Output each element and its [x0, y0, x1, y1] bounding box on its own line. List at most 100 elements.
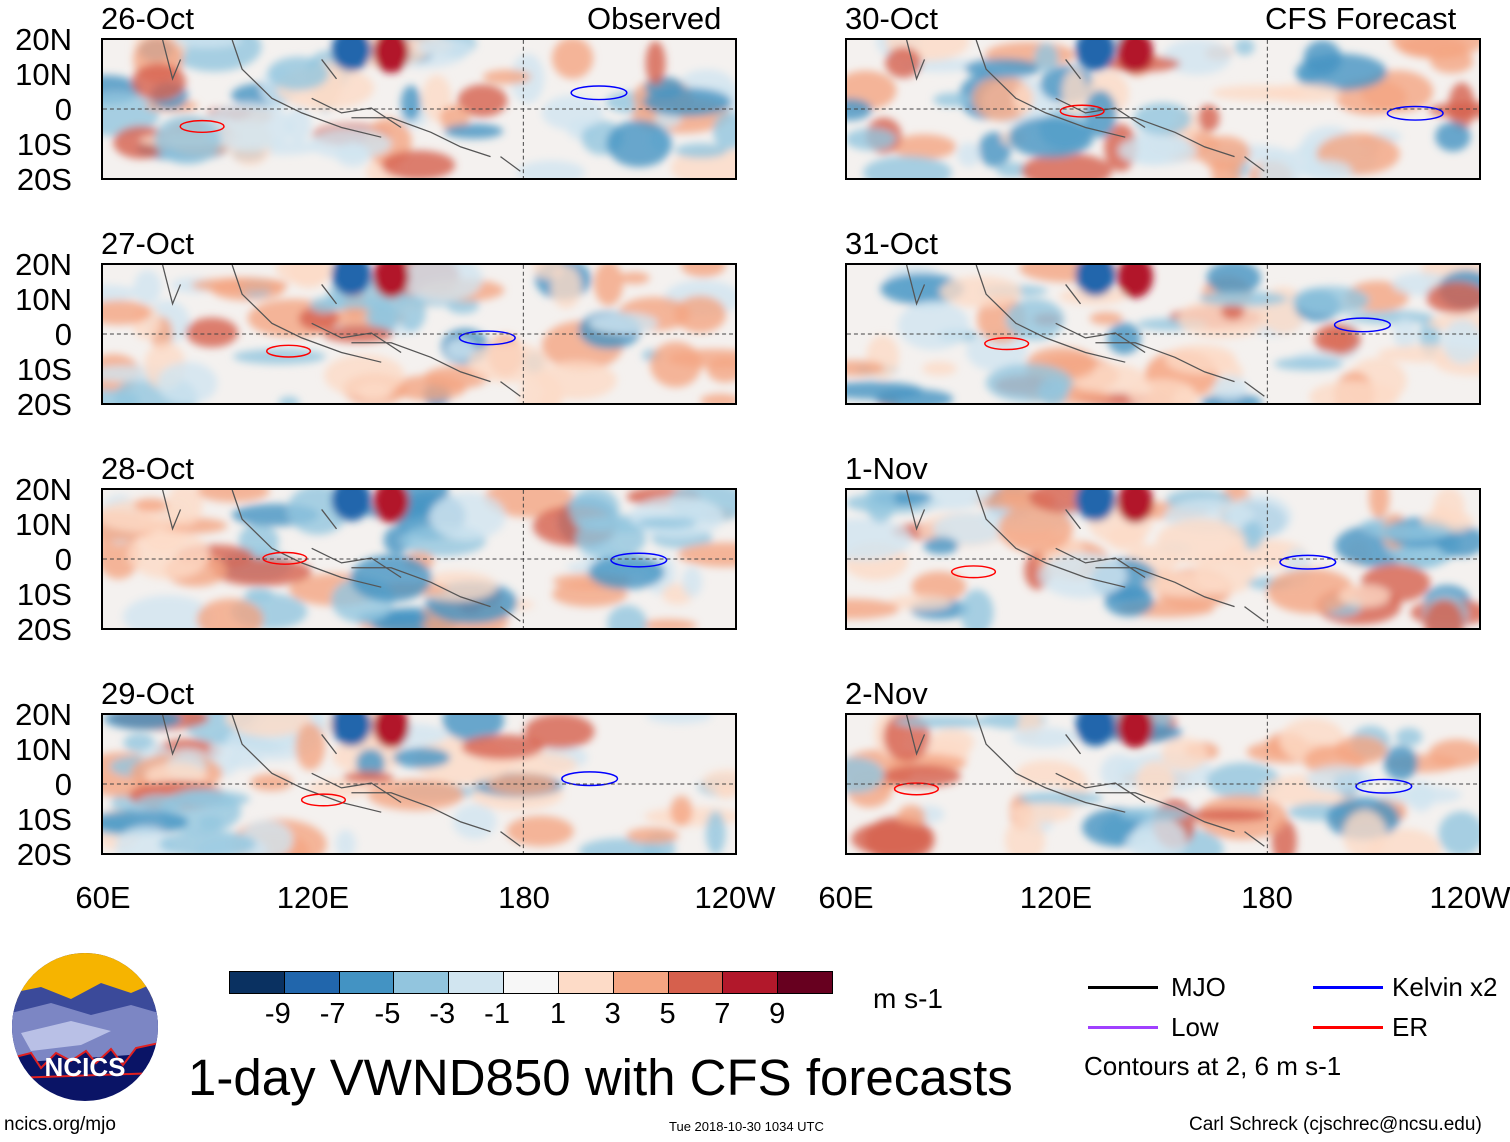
legend-label: Kelvin x2	[1392, 972, 1498, 1002]
colorbar-swatch	[777, 971, 833, 994]
colorbar-swatch	[338, 971, 395, 994]
footer-url: ncics.org/mjo	[4, 1114, 116, 1135]
wind-anomaly-blob	[103, 715, 182, 730]
kelvin-contour	[1333, 317, 1392, 333]
wind-anomaly-blob	[185, 317, 239, 348]
wind-anomaly-blob	[1021, 153, 1113, 178]
wind-anomaly-blob	[865, 490, 896, 523]
er-contour	[179, 119, 225, 134]
wind-anomaly-blob	[1089, 311, 1123, 325]
wind-anomaly-blob	[1266, 568, 1355, 614]
wind-anomaly-blob	[133, 269, 162, 305]
wind-anomaly-blob	[1292, 286, 1370, 315]
colorbar-swatch	[722, 971, 779, 994]
wind-anomaly-blob	[1127, 379, 1196, 403]
panel-date: 31-Oct	[845, 226, 939, 261]
wind-anomaly-blob	[416, 571, 498, 602]
colorbar-tick: -5	[374, 998, 401, 1030]
wind-anomaly-blob	[1136, 760, 1175, 802]
colorbar-swatch	[667, 971, 724, 994]
wind-anomaly-blob	[1039, 552, 1127, 599]
wind-anomaly-blob	[1004, 817, 1045, 853]
wind-anomaly-blob	[1156, 518, 1246, 565]
kelvin-contour	[1279, 554, 1337, 570]
wind-anomaly-blob	[154, 115, 222, 165]
wind-anomaly-blob	[1430, 49, 1474, 74]
wind-anomaly-blob	[645, 40, 666, 86]
lat-label: 0	[54, 317, 72, 352]
wind-anomaly-blob	[681, 566, 703, 597]
wind-anomaly-blob	[847, 128, 897, 151]
lat-label: 20S	[16, 837, 72, 872]
wind-anomaly-blob	[629, 496, 724, 538]
vwnd-map-panel	[845, 263, 1481, 405]
coastline	[905, 265, 1265, 397]
coastline	[161, 715, 521, 847]
wind-anomaly-blob	[1010, 802, 1073, 823]
lon-label: 180	[498, 880, 550, 915]
lat-label: 0	[54, 542, 72, 577]
colorbar-swatch	[557, 971, 614, 994]
lon-label: 120W	[694, 880, 776, 915]
wind-anomaly-blob	[1211, 375, 1248, 400]
er-contour	[1059, 104, 1105, 118]
colorbar-tick: -7	[319, 998, 346, 1030]
legend-line-kelvin	[1313, 986, 1383, 989]
wind-anomaly-blob	[847, 518, 912, 561]
wind-anomaly-blob	[1309, 380, 1399, 403]
panel-date: 2-Nov	[845, 676, 928, 711]
coastline	[905, 715, 1265, 847]
legend-line-mjo	[1088, 986, 1158, 989]
colorbar-tick: -1	[484, 998, 510, 1030]
wind-anomaly-blob	[213, 557, 312, 586]
wind-anomaly-blob	[1131, 817, 1187, 853]
wind-anomaly-blob	[923, 536, 959, 555]
lon-label: 120E	[276, 880, 350, 915]
panel-date: 27-Oct	[101, 226, 195, 261]
wind-anomaly-blob	[700, 393, 735, 403]
wind-anomaly-blob	[295, 722, 326, 771]
vwnd-map-panel	[101, 263, 737, 405]
wind-anomaly-blob	[1197, 104, 1220, 132]
colorbar-tick: 1	[549, 998, 566, 1030]
lat-label: 10N	[15, 507, 72, 542]
wind-anomaly-blob	[278, 396, 300, 403]
wind-anomaly-blob	[381, 150, 456, 178]
lat-label: 10S	[16, 802, 72, 837]
wind-anomaly-blob	[442, 715, 505, 742]
lat-label: 0	[54, 92, 72, 127]
lat-label: 20N	[15, 697, 72, 732]
panel-date: 26-Oct	[101, 1, 195, 36]
wind-anomaly-blob	[1107, 525, 1146, 551]
wind-anomaly-blob	[996, 161, 1029, 178]
wind-anomaly-blob	[167, 40, 262, 72]
wind-anomaly-blob	[667, 348, 735, 368]
wind-anomaly-blob	[1338, 584, 1391, 607]
wind-anomaly-blob	[1372, 523, 1452, 541]
wind-anomaly-blob	[367, 779, 465, 811]
wind-anomaly-blob	[178, 791, 250, 807]
wind-anomaly-blob	[887, 594, 952, 611]
wind-anomaly-blob	[715, 781, 735, 799]
coastline	[161, 490, 521, 622]
wind-anomaly-blob	[885, 46, 922, 79]
wind-anomaly-blob	[862, 155, 952, 178]
lon-label: 60E	[75, 880, 131, 915]
wind-anomaly-blob	[964, 58, 1041, 79]
vwnd-map-panel	[101, 713, 737, 855]
lat-label: 10N	[15, 57, 72, 92]
wind-anomaly-blob	[343, 771, 394, 784]
wind-anomaly-blob	[115, 825, 174, 853]
colorbar-units: m s-1	[873, 983, 943, 1014]
wind-anomaly-blob	[275, 265, 335, 284]
wind-anomaly-blob	[626, 827, 679, 844]
vwnd-map-panel	[845, 488, 1481, 630]
wind-anomaly-blob	[1267, 83, 1342, 103]
wind-anomaly-blob	[551, 40, 594, 79]
wind-anomaly-blob	[1059, 287, 1127, 305]
kelvin-contour	[1386, 105, 1444, 121]
wind-anomaly-blob	[1198, 291, 1288, 307]
wind-anomaly-blob	[929, 728, 975, 757]
wind-anomaly-blob	[324, 354, 405, 397]
wind-anomaly-blob	[1011, 727, 1078, 748]
